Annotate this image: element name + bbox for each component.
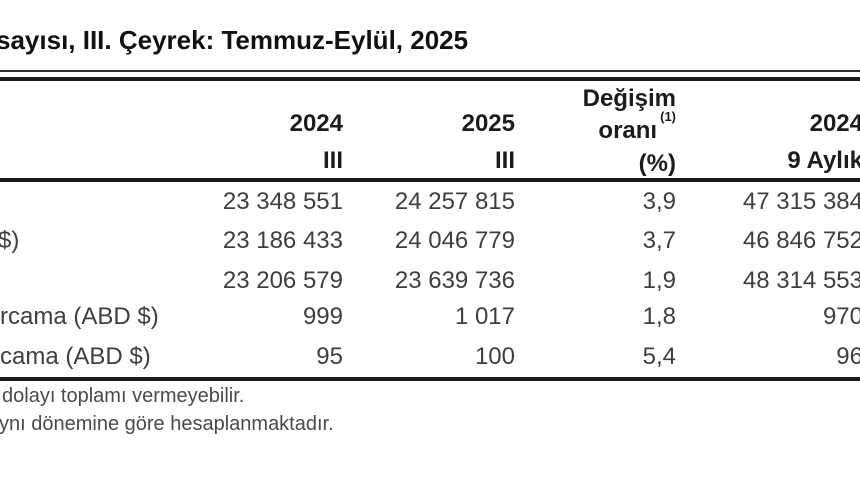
cell-2024-q3: 95 <box>316 343 343 370</box>
title-divider-line <box>0 70 860 72</box>
header-change-line1: Değişim <box>582 85 676 112</box>
header-9month-label: 9 Aylık <box>787 147 860 174</box>
cell-2025-q3: 24 046 779 <box>394 227 515 254</box>
cell-2024-q3: 999 <box>302 303 343 330</box>
header-2024-year: 2024 <box>289 110 343 137</box>
footnote-change-rate-note: ynı dönemine göre hesaplanmaktadır. <box>0 413 334 435</box>
header-9month-year: 2024 <box>809 110 860 137</box>
cell-2024-q3: 23 348 551 <box>222 188 343 215</box>
row-label: $) <box>0 227 20 254</box>
footnote-marker-1: (1) <box>660 109 676 124</box>
cell-change-rate: 3,7 <box>642 227 676 254</box>
cell-2025-q3: 23 639 736 <box>394 267 515 294</box>
cell-change-rate: 3,9 <box>642 188 676 215</box>
cell-2024-q3: 23 186 433 <box>222 227 343 254</box>
header-divider-line <box>0 178 860 182</box>
header-change-rate-label: oranı <box>598 117 658 144</box>
page-title: sayısı, III. Çeyrek: Temmuz-Eylül, 2025 <box>0 25 469 55</box>
header-2024-quarter: III <box>322 147 343 174</box>
cell-2024-q3: 23 206 579 <box>222 267 343 294</box>
header-change-percent: (%) <box>638 150 676 177</box>
cell-9month: 970 <box>822 303 860 330</box>
cell-9month: 48 314 553 <box>742 267 860 294</box>
row-label: rcama (ABD $) <box>0 303 159 330</box>
header-2025-quarter: III <box>494 147 515 174</box>
cell-change-rate: 1,8 <box>642 303 676 330</box>
table-bottom-border <box>0 377 860 381</box>
cell-change-rate: 5,4 <box>642 343 676 370</box>
footnote-rounding-note: dolayı toplamı vermeyebilir. <box>2 385 245 407</box>
cell-change-rate: 1,9 <box>642 267 676 294</box>
cell-2025-q3: 1 017 <box>454 303 515 330</box>
header-2025-year: 2025 <box>461 110 515 137</box>
header-change-line2: oranı(1) <box>598 110 676 144</box>
cell-2025-q3: 100 <box>474 343 515 370</box>
cell-9month: 47 315 384 <box>742 188 860 215</box>
table-top-border <box>0 77 860 81</box>
cell-2025-q3: 24 257 815 <box>394 188 515 215</box>
cell-9month: 96 <box>836 343 860 370</box>
cell-9month: 46 846 752 <box>742 227 860 254</box>
row-label: cama (ABD $) <box>0 343 151 370</box>
